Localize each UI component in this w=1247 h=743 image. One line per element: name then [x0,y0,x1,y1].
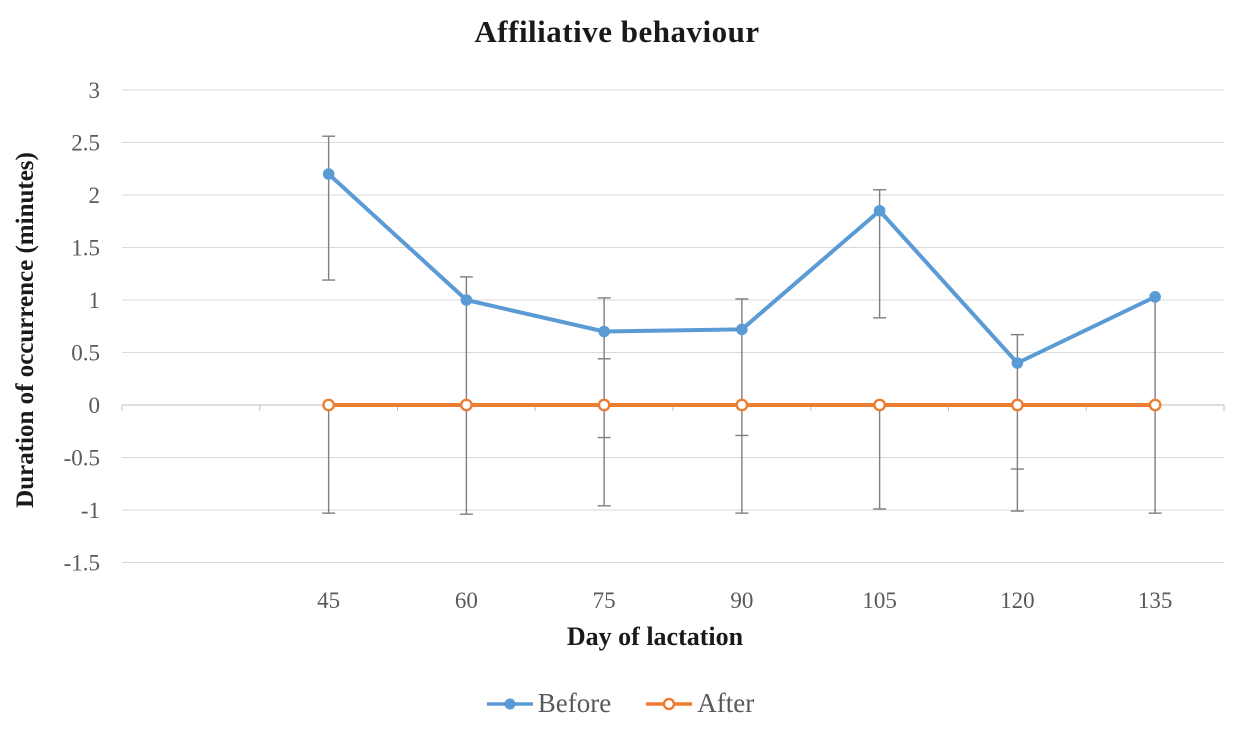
chart-title: Affiliative behaviour [474,14,760,49]
y-tick-label: 2 [89,183,101,208]
legend-item-before: Before [486,688,611,719]
legend-marker-after-icon [646,697,693,710]
y-tick-label: 1.5 [71,236,100,261]
legend-item-after: After [645,688,754,719]
marker-after [735,398,749,412]
marker-after [597,398,611,412]
x-tick-label: 120 [1000,588,1035,613]
legend: Before After [0,688,1240,719]
marker-before [873,204,886,217]
y-tick-label: -1 [81,498,100,523]
marker-after [873,398,887,412]
marker-before [322,168,335,180]
y-tick-label: 2.5 [71,131,100,156]
marker-before [598,325,610,338]
x-tick-label: 90 [730,588,753,613]
marker-before [1149,291,1161,303]
marker-before [736,323,748,336]
x-tick-label: 60 [455,588,478,613]
legend-label-before: Before [537,688,612,718]
marker-before [460,294,473,306]
y-tick-label: 0 [89,393,101,418]
y-tick-label: 1 [89,288,101,313]
legend-marker-before-icon [486,698,533,709]
x-tick-label: 105 [862,588,897,613]
x-tick-label: 45 [317,588,340,613]
y-tick-label: -0.5 [64,446,100,471]
y-tick-label: -1.5 [64,551,100,576]
x-tick-label: 135 [1138,588,1173,613]
legend-label-after: After [697,688,755,718]
y-tick-label: 3 [89,78,101,103]
x-axis-title: Day of lactation [566,622,744,651]
x-tick-label: 75 [593,588,616,613]
marker-after [459,398,473,412]
y-tick-label: 0.5 [71,341,100,366]
marker-after [1010,398,1024,412]
marker-before [1011,357,1024,369]
marker-after [322,398,336,412]
marker-after [1148,398,1162,412]
